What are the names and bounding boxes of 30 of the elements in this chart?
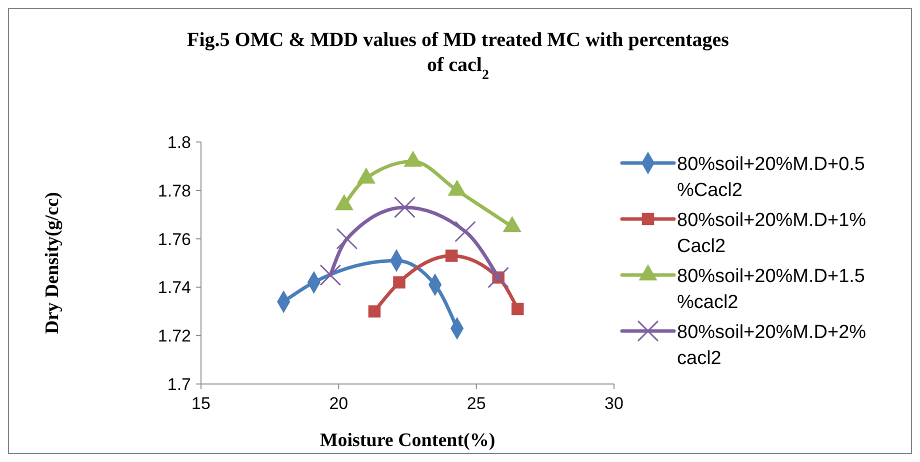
point [445, 250, 458, 262]
chart-title: Fig.5 OMC & MDD values of MD treated MC with percentages of cacl$_{2}$ [187, 29, 730, 82]
y-tick-label: 1.74 [158, 278, 191, 298]
x-tick-label: 20 [329, 394, 348, 413]
legend-label: 80%soil+20%M.D+1.5%cacl2 [677, 266, 865, 313]
x-tick-label: 15 [192, 394, 210, 413]
y-tick-label: 1.78 [158, 181, 191, 200]
point [404, 150, 422, 167]
y-axis-title: Dry Density(g/cc) [42, 192, 63, 334]
point [320, 264, 342, 286]
point [488, 266, 510, 288]
y-tick-label: 1.72 [158, 326, 191, 346]
point [448, 180, 466, 196]
point [356, 168, 376, 184]
legend-label: 80%soil+20%M.D+1% Cacl2 [677, 210, 866, 257]
x-axis-title: Moisture Content(%) [320, 430, 496, 451]
point [334, 194, 354, 210]
x-tick-label: 25 [466, 394, 486, 413]
legend-label: 80%soil+20%M.D+2% cacl2 [677, 322, 866, 369]
point [512, 302, 524, 316]
point [454, 220, 476, 242]
y-tick-label: 1.8 [167, 133, 191, 152]
legend-label: 80%soil+20%M.D+0.5%Cacl2 [677, 154, 865, 201]
x-tick-label: 30 [604, 394, 624, 413]
y-tick-label: 1.7 [167, 375, 191, 394]
point [368, 305, 381, 318]
point [393, 276, 406, 288]
point [336, 228, 358, 250]
y-tick-label: 1.76 [158, 230, 191, 249]
point [502, 216, 522, 232]
